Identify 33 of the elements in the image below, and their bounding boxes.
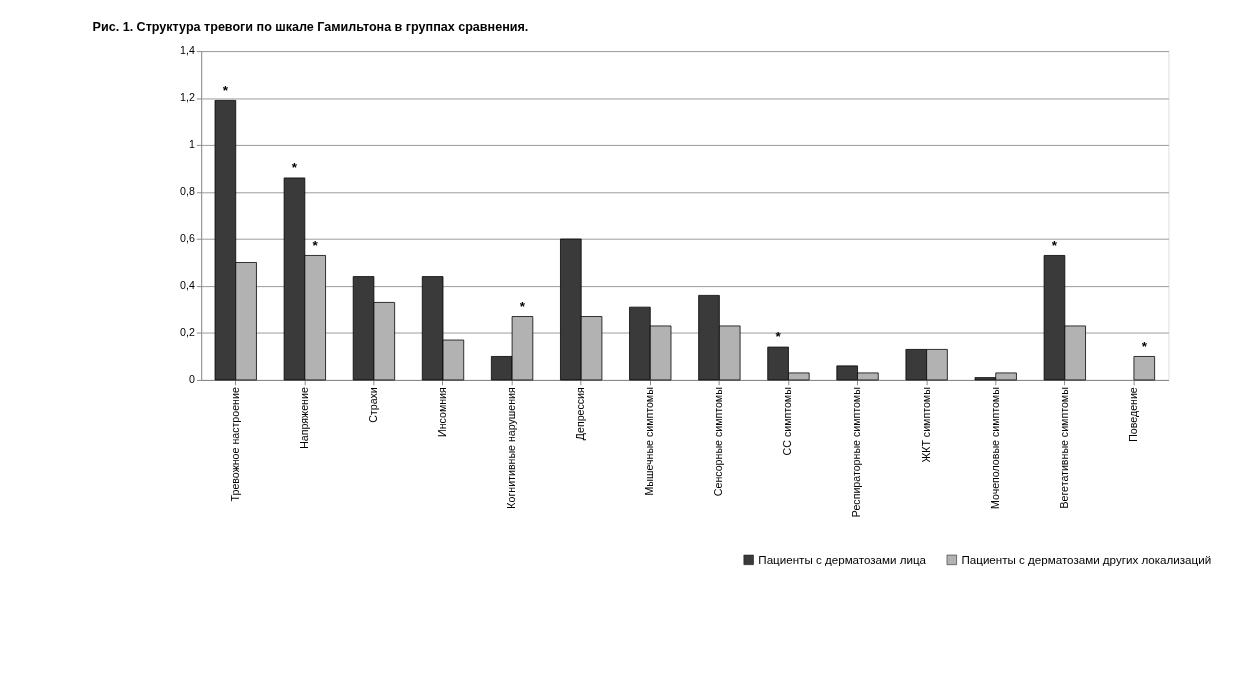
annotation: * (1051, 237, 1058, 253)
x-tick-label: Мочеполовые симптомы (988, 387, 1001, 510)
annotation: * (312, 237, 319, 253)
y-tick-label: 0,6 (180, 232, 195, 245)
legend-label: Пациенты с дерматозами других локализаций (961, 552, 1212, 566)
annotation: * (519, 298, 526, 314)
annotation: * (1141, 338, 1148, 354)
y-tick-label: 0,8 (180, 185, 195, 198)
y-tick-label: 0 (188, 373, 195, 386)
annotation: * (291, 160, 298, 176)
x-tick-label: Тревожное настроение (228, 387, 241, 502)
x-tick-label: Респираторные симптомы (850, 387, 863, 518)
x-tick-label: Мышечные симптомы (643, 387, 656, 496)
x-tick-label: Вегетативные симптомы (1057, 387, 1070, 509)
x-tick-label: Инсомния (435, 386, 448, 437)
bar (1133, 356, 1156, 381)
x-tick-label: ЖКТ симптомы (919, 387, 932, 463)
x-tick-label: Когнитивные нарушения (505, 386, 517, 509)
x-tick-label: СС симптомы (781, 387, 794, 456)
y-tick-label: 1,2 (180, 91, 195, 104)
legend-label: Пациенты с дерматозами лица (758, 552, 927, 566)
x-tick-label: Поведение (1126, 387, 1139, 442)
annotation: * (222, 82, 229, 98)
x-tick-label: Страхи (366, 387, 379, 423)
y-tick-label: 0,4 (180, 279, 195, 292)
x-tick-label: Напряжение (297, 387, 310, 449)
y-tick-label: 1,4 (180, 44, 195, 57)
y-tick-label: 1 (188, 138, 195, 151)
annotation: * (775, 329, 782, 345)
y-tick-label: 0,2 (180, 326, 195, 339)
chart-title: Рис. 1. Структура тревоги по шкале Гамильтона в группах сравнения. (92, 19, 529, 34)
x-tick-label: Депрессия (574, 386, 587, 441)
x-tick-label: Сенсорные симптомы (712, 387, 725, 497)
